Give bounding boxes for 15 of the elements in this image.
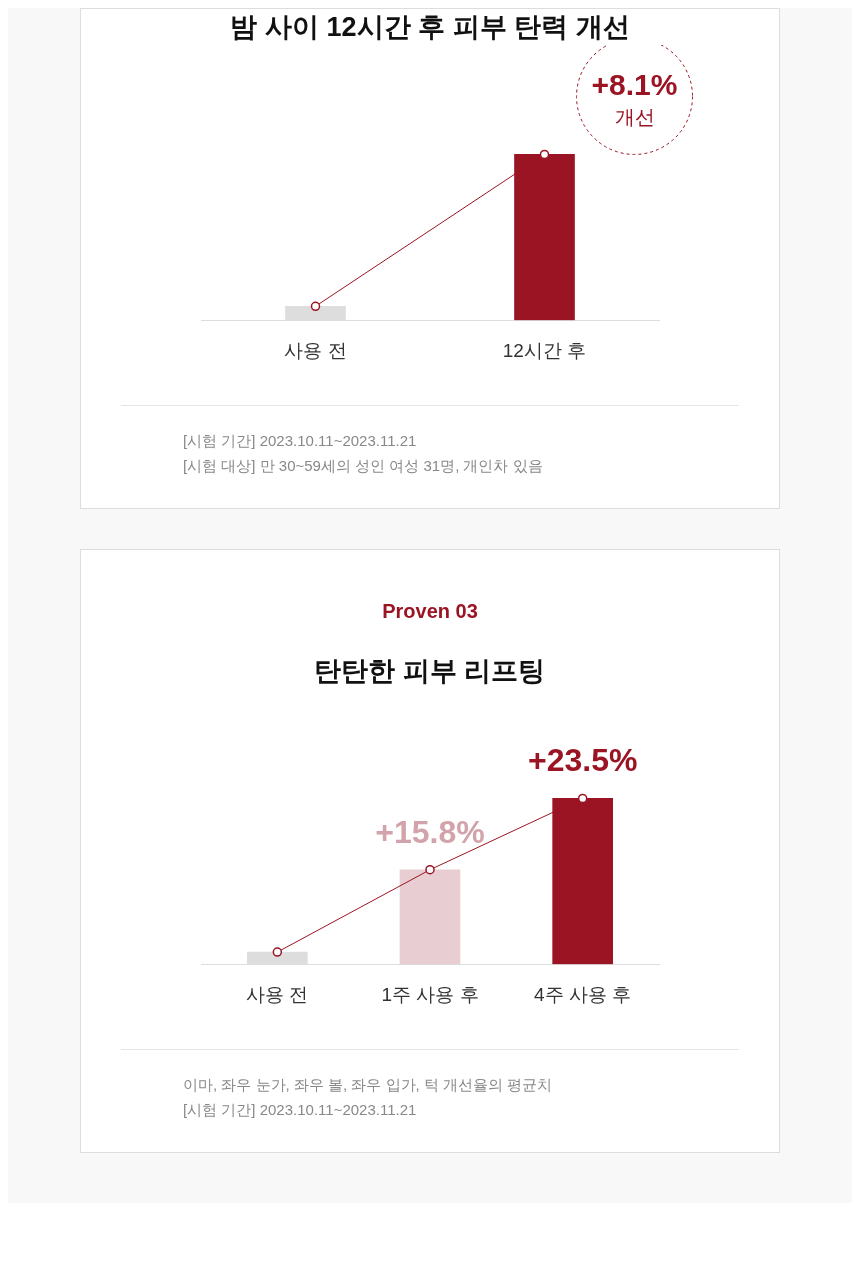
chart-title: 밤 사이 12시간 후 피부 탄력 개선 (229, 11, 631, 44)
x-tick-label: 사용 전 (284, 339, 347, 361)
annotation: +23.5% (527, 742, 638, 779)
chart-title: 탄탄한 피부 리프팅 (313, 655, 547, 688)
text: [시험 기간] 2023.10.11~2023.11.21 (183, 431, 418, 451)
x-tick-label: 사용 전 (246, 983, 309, 1005)
text: [시험 대상] 만 30~59세의 성인 여성 31명, 개인차 있음 (183, 456, 544, 476)
annotation: +15.8% (375, 813, 485, 850)
text: [시험 기간] 2023.10.11~2023.11.21 (183, 1100, 418, 1120)
x-tick-label: 12시간 후 (502, 339, 587, 361)
chart-subtitle: Proven 03 (381, 600, 479, 623)
text: 이마, 좌우 눈가, 좌우 볼, 좌우 입가, 턱 개선율의 평균치 (183, 1075, 554, 1095)
x-tick-label: 4주 사용 후 (534, 983, 632, 1005)
annotation: +8.1% 개선 (591, 67, 678, 128)
x-tick-label: 1주 사용 후 (381, 983, 479, 1005)
